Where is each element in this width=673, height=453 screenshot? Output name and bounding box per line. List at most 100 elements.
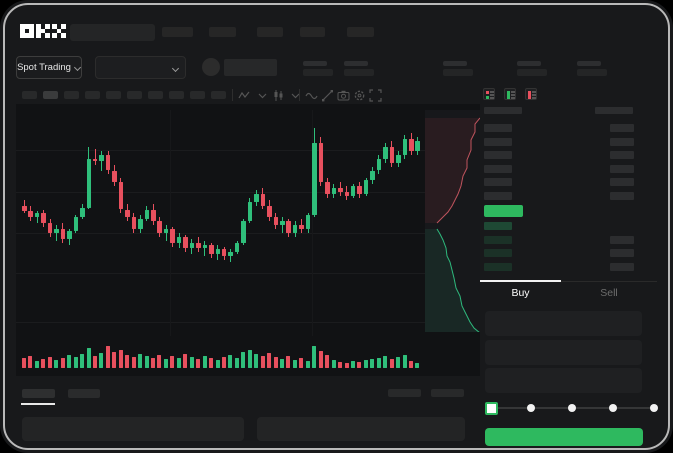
volume-bar — [157, 355, 162, 368]
candle — [163, 229, 169, 233]
bottom-action-placeholder[interactable] — [431, 389, 464, 397]
candle — [260, 193, 266, 206]
volume-bar — [389, 359, 394, 368]
volume-bar — [383, 356, 388, 368]
depth-chart — [425, 110, 481, 334]
timeframe-button[interactable] — [127, 91, 142, 99]
bid-row[interactable] — [484, 262, 648, 271]
candle — [396, 154, 401, 163]
ask-row[interactable] — [484, 164, 648, 173]
total-field[interactable] — [485, 368, 642, 393]
wave-indicator-icon[interactable] — [305, 89, 318, 102]
ask-row[interactable] — [484, 137, 648, 146]
book-asks-icon[interactable] — [525, 88, 537, 100]
candles-layer — [22, 112, 426, 307]
active-bottom-tab-indicator — [21, 403, 55, 405]
candle — [241, 221, 246, 243]
timeframe-button[interactable] — [106, 91, 121, 99]
ask-row[interactable] — [484, 191, 648, 200]
candle — [228, 252, 233, 257]
chevron-down-icon — [172, 65, 179, 72]
ask-row[interactable] — [484, 178, 648, 186]
timeframe-button[interactable] — [22, 91, 37, 99]
slider-stop[interactable] — [568, 404, 576, 412]
chart-line-icon[interactable] — [238, 89, 251, 102]
candle — [144, 209, 150, 220]
ask-row[interactable] — [484, 124, 648, 132]
nav-item-placeholder[interactable] — [257, 27, 283, 37]
fullscreen-icon[interactable] — [369, 89, 382, 102]
bid-row[interactable] — [484, 249, 648, 257]
volume-bar — [402, 355, 407, 368]
candle — [151, 209, 156, 222]
logo-letter-k — [36, 24, 50, 38]
volume-bar — [60, 358, 65, 368]
timeframe-button[interactable] — [43, 91, 58, 99]
candle — [234, 242, 240, 253]
book-both-icon[interactable] — [483, 88, 495, 100]
timeframe-button[interactable] — [211, 91, 226, 99]
bottom-action-placeholder[interactable] — [388, 389, 421, 397]
pair-selector[interactable] — [95, 56, 186, 79]
tab-sell[interactable]: Sell — [600, 287, 618, 299]
tab-buy[interactable]: Buy — [511, 287, 530, 299]
volume-bar — [350, 361, 355, 368]
bid-row[interactable] — [484, 222, 648, 230]
volume-bar — [241, 352, 246, 368]
candle — [47, 223, 53, 233]
gridline — [16, 150, 472, 151]
nav-item-placeholder[interactable] — [162, 27, 193, 37]
buy-submit-button[interactable] — [485, 428, 643, 446]
chevron-down-icon[interactable] — [289, 89, 302, 102]
camera-icon[interactable] — [337, 89, 350, 102]
volume-bar — [280, 359, 284, 368]
bottom-panel-placeholder[interactable] — [22, 417, 244, 441]
book-bids-icon[interactable] — [504, 88, 516, 100]
nav-item-placeholder[interactable] — [209, 27, 236, 37]
volume-bar — [318, 351, 323, 368]
nav-item-placeholder[interactable] — [347, 27, 374, 37]
candle — [54, 229, 59, 233]
slider-handle[interactable] — [485, 402, 498, 415]
candle — [73, 217, 79, 231]
ticker-stat-value — [443, 69, 473, 76]
slider-stop[interactable] — [650, 404, 658, 412]
bottom-tab-placeholder[interactable] — [68, 389, 100, 398]
timeframe-button[interactable] — [169, 91, 184, 99]
amount-field[interactable] — [485, 340, 642, 365]
slider-stop[interactable] — [609, 404, 617, 412]
tab-separator — [480, 281, 657, 282]
nav-item-placeholder[interactable] — [300, 27, 325, 37]
volume-bar — [331, 360, 336, 368]
logo-letter-x — [52, 24, 66, 38]
volume-bar — [234, 358, 239, 368]
ticker-stat-value — [303, 69, 333, 76]
candle — [363, 180, 369, 194]
settings-gear-icon[interactable] — [353, 89, 366, 102]
timeframe-button[interactable] — [190, 91, 205, 99]
price-field[interactable] — [485, 311, 642, 336]
candlestick-type-icon[interactable] — [272, 89, 285, 102]
timeframe-button[interactable] — [85, 91, 100, 99]
candle — [34, 213, 40, 218]
okx-logo[interactable] — [20, 24, 66, 39]
bid-row[interactable] — [484, 235, 648, 244]
candle — [118, 182, 124, 210]
candlestick-chart[interactable] — [16, 104, 481, 376]
timeframe-button[interactable] — [64, 91, 79, 99]
last-price-highlight[interactable] — [484, 205, 523, 217]
candle — [299, 225, 304, 229]
bottom-tab-placeholder[interactable] — [22, 389, 55, 398]
candle — [325, 182, 330, 194]
draw-line-icon[interactable] — [321, 89, 334, 102]
gridline — [170, 110, 171, 336]
bottom-panel-placeholder[interactable] — [257, 417, 465, 441]
timeframe-button[interactable] — [148, 91, 163, 99]
slider-stop[interactable] — [527, 404, 535, 412]
candle — [99, 154, 104, 161]
chevron-down-icon[interactable] — [256, 89, 269, 102]
ask-row[interactable] — [484, 151, 648, 159]
volume-bar — [209, 358, 214, 368]
market-type-selector[interactable]: Spot Trading — [16, 56, 82, 79]
pair-name-placeholder — [224, 59, 277, 76]
